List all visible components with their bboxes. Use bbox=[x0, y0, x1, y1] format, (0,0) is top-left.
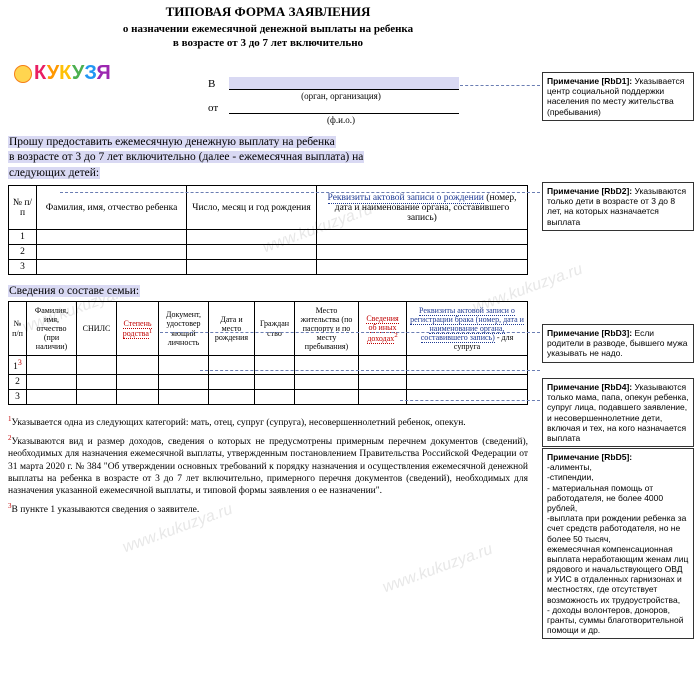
t2-h-addr: Место жительства (по паспорту и по месту… bbox=[295, 302, 359, 356]
comment-box-3: Примечание [RbD3]: Если родители в разво… bbox=[542, 324, 694, 363]
to-sublabel: (орган, организация) bbox=[226, 91, 456, 101]
addressee-block: В (орган, организация) от (ф.и.о.) bbox=[208, 77, 528, 125]
connector-line bbox=[200, 370, 540, 371]
comment-box-4: Примечание [RbD4]: Указываются только ма… bbox=[542, 378, 694, 447]
table-row: 3 bbox=[9, 390, 528, 405]
table-row: 13 bbox=[9, 356, 528, 375]
from-label: от bbox=[208, 102, 226, 114]
doc-title: ТИПОВАЯ ФОРМА ЗАЯВЛЕНИЯ bbox=[8, 4, 528, 20]
connector-line bbox=[400, 400, 540, 401]
connector-line bbox=[160, 332, 540, 333]
t2-h-cit: Граждан ство bbox=[255, 302, 295, 356]
t2-h-num: № п/п bbox=[9, 302, 27, 356]
table-row: 2 bbox=[9, 375, 528, 390]
t2-h-inc: Сведения об иных доходах2 bbox=[359, 302, 407, 356]
t2-h-doc: Документ, удостовер яющий личность bbox=[159, 302, 209, 356]
connector-line bbox=[460, 85, 540, 86]
family-table: № п/п Фамилия, имя, отчество (при наличи… bbox=[8, 301, 528, 405]
document-body: ТИПОВАЯ ФОРМА ЗАЯВЛЕНИЯ о назначении еже… bbox=[8, 4, 528, 520]
to-field[interactable] bbox=[229, 77, 459, 90]
family-section-title: Сведения о составе семьи: bbox=[8, 285, 528, 297]
request-paragraph: Прошу предоставить ежемесячную денежную … bbox=[8, 135, 528, 182]
children-table: № п/п Фамилия, имя, отчество ребенка Чис… bbox=[8, 185, 528, 275]
t1-h-num: № п/п bbox=[9, 186, 37, 230]
from-sublabel: (ф.и.о.) bbox=[226, 115, 456, 125]
t2-h-marr: Реквизиты актовой записи о регистрации б… bbox=[407, 302, 528, 356]
site-logo: КУКУЗЯ bbox=[14, 62, 111, 85]
table-row: 3 bbox=[9, 260, 528, 275]
table-row: 2 bbox=[9, 245, 528, 260]
comment-box-5: Примечание [RbD5]: -алименты, -стипендии… bbox=[542, 448, 694, 639]
comment-box-2: Примечание [RbD2]: Указываются только де… bbox=[542, 182, 694, 231]
t2-h-dob: Дата и место рождения bbox=[209, 302, 255, 356]
from-field[interactable] bbox=[229, 101, 459, 114]
t2-h-rel: Степень родства1 bbox=[117, 302, 159, 356]
table-row: 1 bbox=[9, 230, 528, 245]
t2-h-snils: СНИЛС bbox=[77, 302, 117, 356]
footnotes: 1Указывается одна из следующих категорий… bbox=[8, 415, 528, 516]
to-label: В bbox=[208, 78, 226, 90]
connector-line bbox=[60, 192, 540, 193]
t2-h-fio: Фамилия, имя, отчество (при наличии) bbox=[27, 302, 77, 356]
comment-box-1: Примечание [RbD1]: Указывается центр соц… bbox=[542, 72, 694, 121]
watermark: www.kukuzya.ru bbox=[380, 541, 495, 597]
doc-subtitle: о назначении ежемесячной денежной выплат… bbox=[8, 22, 528, 51]
